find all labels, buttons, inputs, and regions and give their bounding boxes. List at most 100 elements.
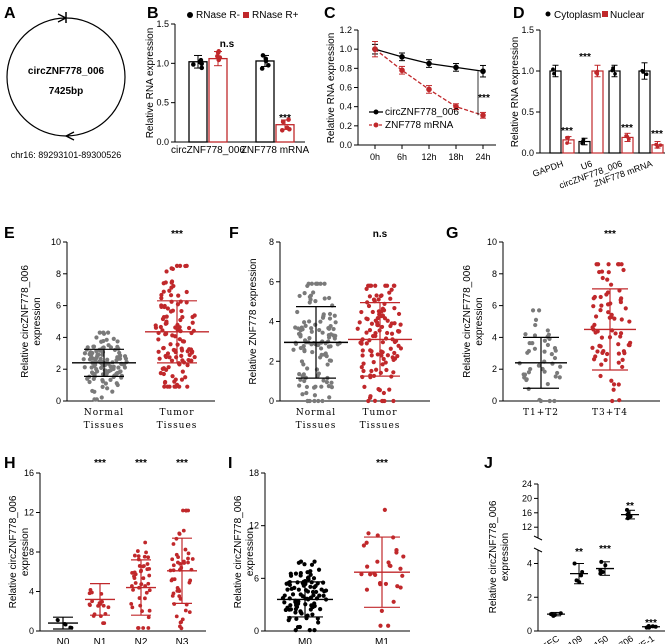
y-tick-label: 0	[269, 396, 274, 406]
y-tick-label: 0.0	[521, 148, 534, 158]
data-point	[370, 309, 375, 315]
data-point	[141, 576, 146, 581]
data-point	[171, 563, 176, 568]
data-point	[294, 616, 299, 622]
y-tick-label: 12	[522, 522, 532, 532]
y-axis-title-line: Relative circZNF778_006	[20, 265, 31, 378]
data-point	[106, 343, 111, 348]
data-point	[359, 309, 364, 315]
data-point	[102, 368, 107, 373]
y-axis-title: Relative circZNF778_006expression	[233, 495, 256, 608]
legend-marker	[373, 122, 379, 128]
data-point	[377, 388, 382, 393]
legend-label: RNase R-	[196, 10, 240, 21]
data-point	[566, 135, 570, 140]
data-point	[159, 304, 164, 310]
data-point	[87, 379, 92, 385]
data-point	[313, 322, 318, 327]
significance-label: ***	[176, 458, 188, 469]
data-point	[147, 566, 152, 571]
significance-label: ***	[171, 229, 183, 240]
data-point	[160, 316, 166, 322]
data-point	[156, 349, 161, 354]
data-point	[364, 587, 370, 592]
data-point	[317, 593, 322, 598]
data-point	[595, 69, 600, 74]
data-point	[101, 331, 107, 336]
y-axis-title: Relative ZNF778 expression	[248, 258, 259, 384]
data-point	[325, 362, 330, 367]
data-point	[606, 262, 611, 267]
y-tick-label: 18	[249, 468, 259, 478]
data-point	[380, 362, 385, 367]
data-point	[384, 367, 389, 373]
data-point	[530, 308, 536, 313]
y-tick-label: 1.0	[339, 44, 352, 54]
data-point	[115, 344, 120, 349]
data-point	[89, 352, 94, 357]
data-point	[175, 585, 180, 590]
data-point	[598, 294, 603, 300]
data-point	[368, 572, 373, 577]
data-point	[613, 72, 617, 76]
y-tick-label: 0	[492, 396, 497, 406]
y-tick-label: 1.2	[339, 25, 352, 35]
y-tick-label: 0.6	[339, 83, 352, 93]
data-point	[141, 626, 146, 630]
data-point	[310, 612, 315, 617]
data-point	[605, 277, 610, 282]
data-point	[312, 603, 317, 609]
data-point	[170, 266, 176, 272]
significance-label: **	[626, 501, 634, 512]
data-point	[161, 346, 166, 351]
data-point	[295, 624, 301, 630]
data-point	[93, 362, 98, 367]
data-point	[318, 607, 323, 612]
data-point	[360, 348, 365, 353]
data-point	[170, 308, 176, 313]
data-point	[263, 56, 269, 62]
x-tick-label: N1	[94, 637, 107, 644]
data-point	[118, 353, 123, 358]
data-point	[327, 311, 333, 317]
data-point	[590, 345, 595, 350]
data-point	[592, 322, 597, 327]
data-point	[368, 394, 373, 399]
data-point	[280, 119, 286, 125]
data-point	[593, 314, 599, 319]
data-point	[379, 324, 385, 330]
data-point	[524, 377, 529, 382]
data-point	[658, 143, 663, 147]
data-point	[174, 536, 179, 541]
data-point	[321, 378, 326, 383]
data-point	[285, 605, 290, 610]
data-point	[185, 384, 190, 389]
data-point	[100, 379, 105, 384]
data-point	[526, 370, 532, 375]
data-point	[355, 326, 360, 331]
panel-label: G	[446, 225, 458, 242]
y-tick-label: 1.5	[521, 25, 534, 35]
data-point	[305, 575, 311, 580]
data-point	[285, 587, 290, 592]
data-point	[118, 369, 123, 374]
data-point	[306, 281, 311, 286]
arrow-icon	[64, 131, 75, 141]
data-point	[613, 331, 618, 336]
data-point	[331, 326, 336, 332]
data-point	[178, 317, 183, 323]
y-tick-label: 0	[527, 626, 532, 636]
y-tick-label: 20	[522, 493, 532, 503]
data-point	[542, 349, 547, 354]
data-point	[115, 339, 120, 344]
data-point	[291, 347, 296, 352]
data-point	[545, 328, 550, 333]
data-point	[364, 316, 369, 321]
y-tick-label: 8	[29, 547, 34, 557]
y-tick-label: 0.4	[339, 102, 352, 112]
data-point	[595, 72, 600, 76]
data-point	[89, 365, 94, 370]
x-tick-label: N0	[57, 637, 70, 644]
